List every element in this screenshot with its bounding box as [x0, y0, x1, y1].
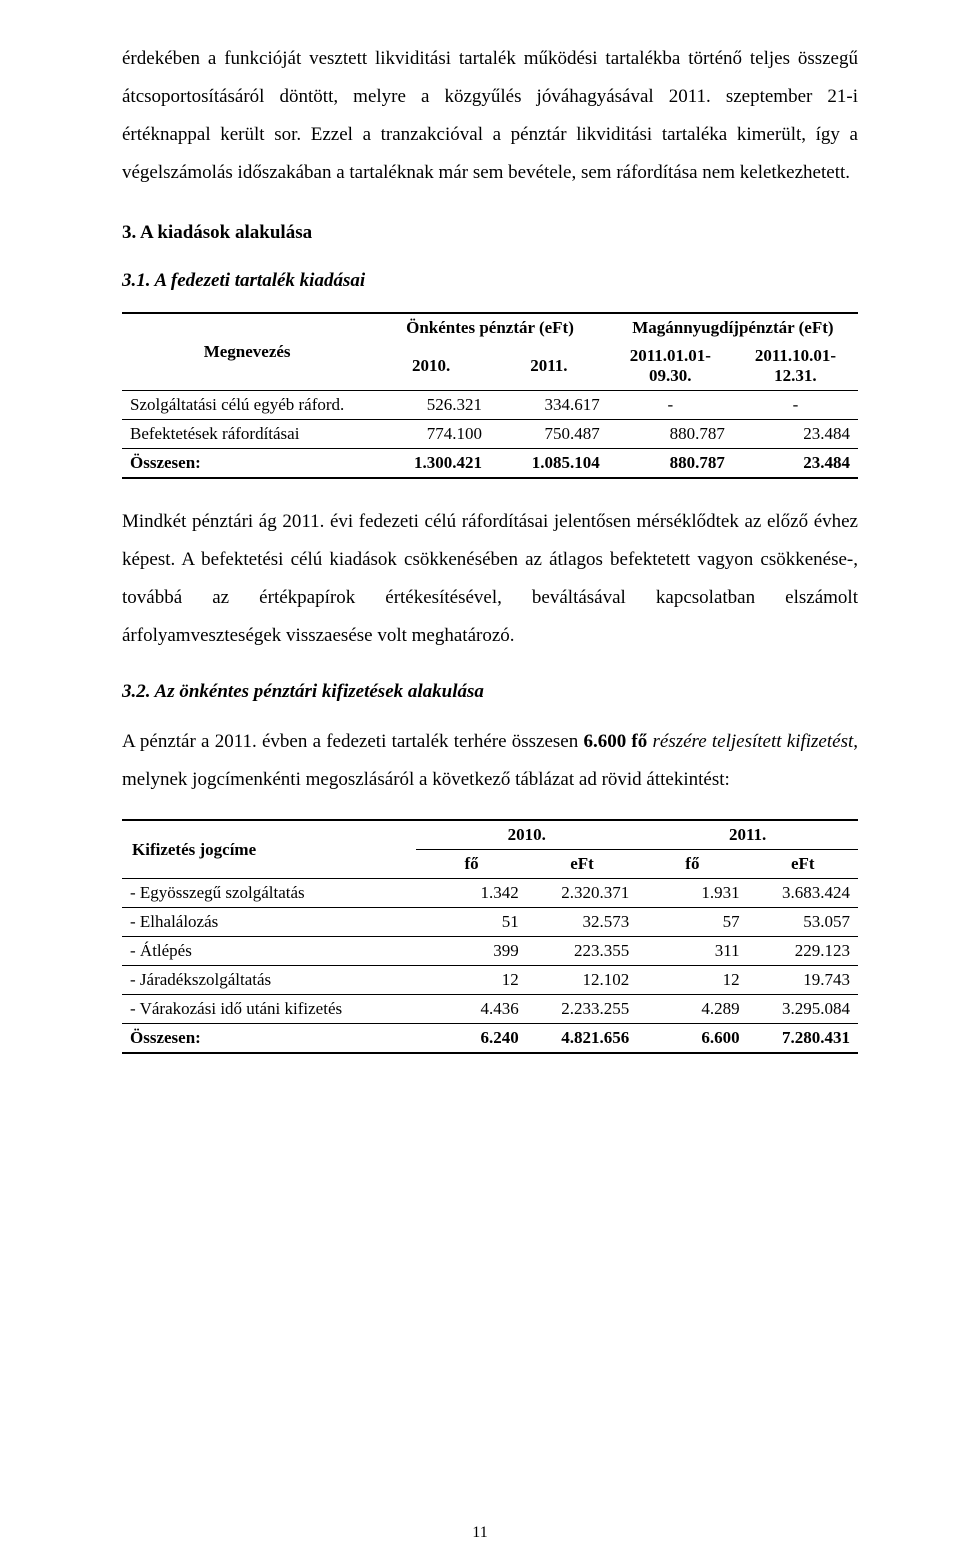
table2-row0-a: 1.342 — [416, 879, 526, 908]
table1-row0-d: - — [733, 391, 858, 420]
table1-row1-label: Befektetések ráfordításai — [122, 420, 372, 449]
table-row: - Egyösszegű szolgáltatás 1.342 2.320.37… — [122, 879, 858, 908]
table2-row3-b: 12.102 — [527, 966, 637, 995]
table2-row0-b: 2.320.371 — [527, 879, 637, 908]
table2-row3-d: 19.743 — [748, 966, 858, 995]
table1-sub-2011: 2011. — [490, 342, 608, 391]
table1-header-magan: Magánnyugdíjpénztár (eFt) — [608, 313, 858, 342]
page-container: érdekében a funkcióját vesztett likvidit… — [0, 0, 960, 1556]
heading-section-3-2: 3.2. Az önkéntes pénztári kifizetések al… — [122, 681, 858, 703]
table1-row1-d: 23.484 — [733, 420, 858, 449]
table2-total-a: 6.240 — [416, 1024, 526, 1054]
table1-total-label: Összesen: — [122, 449, 372, 479]
table2-sub-eft-2: eFt — [748, 850, 858, 879]
table2-total-label: Összesen: — [122, 1024, 416, 1054]
table2-row2-label: - Átlépés — [122, 937, 416, 966]
table1-row1-a: 774.100 — [372, 420, 490, 449]
table2-row0-label: - Egyösszegű szolgáltatás — [122, 879, 416, 908]
table-row: - Átlépés 399 223.355 311 229.123 — [122, 937, 858, 966]
paragraph-after-table1: Mindkét pénztári ág 2011. évi fedezeti c… — [122, 503, 858, 655]
table1-row0-b: 334.617 — [490, 391, 608, 420]
table2-row2-a: 399 — [416, 937, 526, 966]
table2-sub-fo-1: fő — [416, 850, 526, 879]
para3-italic: részére teljesített kifizetést — [647, 731, 853, 752]
table2-row3-c: 12 — [637, 966, 747, 995]
table-row: - Várakozási idő utáni kifizetés 4.436 2… — [122, 995, 858, 1024]
table-row: Szolgáltatási célú egyéb ráford. 526.321… — [122, 391, 858, 420]
table2-header-jogcim: Kifizetés jogcíme — [122, 820, 416, 879]
table2-header-2010: 2010. — [416, 820, 637, 850]
table2-row3-label: - Járadékszolgáltatás — [122, 966, 416, 995]
table1-sub-period2: 2011.10.01-12.31. — [733, 342, 858, 391]
table1-row0-a: 526.321 — [372, 391, 490, 420]
table1-total-a: 1.300.421 — [372, 449, 490, 479]
table-row: - Elhalálozás 51 32.573 57 53.057 — [122, 908, 858, 937]
para3-pre: A pénztár a 2011. évben a fedezeti tarta… — [122, 731, 583, 752]
para3-bold: 6.600 fő — [583, 731, 647, 752]
heading-section-3-1: 3.1. A fedezeti tartalék kiadásai — [122, 270, 858, 292]
table2-row4-a: 4.436 — [416, 995, 526, 1024]
heading-section-3: 3. A kiadások alakulása — [122, 222, 858, 244]
table-fedezeti-kiadasok: Megnevezés Önkéntes pénztár (eFt) Magánn… — [122, 312, 858, 479]
table2-row0-d: 3.683.424 — [748, 879, 858, 908]
table1-sub-2010: 2010. — [372, 342, 490, 391]
table2-row4-c: 4.289 — [637, 995, 747, 1024]
table-kifizetesek: Kifizetés jogcíme 2010. 2011. fő eFt fő … — [122, 819, 858, 1054]
table1-total-b: 1.085.104 — [490, 449, 608, 479]
table1-row1-c: 880.787 — [608, 420, 733, 449]
table1-row1-b: 750.487 — [490, 420, 608, 449]
table2-row1-d: 53.057 — [748, 908, 858, 937]
page-number: 11 — [0, 1524, 960, 1542]
table2-header-2011: 2011. — [637, 820, 858, 850]
table-row: - Járadékszolgáltatás 12 12.102 12 19.74… — [122, 966, 858, 995]
table1-header-onkentes: Önkéntes pénztár (eFt) — [372, 313, 608, 342]
table2-row3-a: 12 — [416, 966, 526, 995]
table2-total-c: 6.600 — [637, 1024, 747, 1054]
table2-row0-c: 1.931 — [637, 879, 747, 908]
table2-row1-b: 32.573 — [527, 908, 637, 937]
paragraph-before-table2: A pénztár a 2011. évben a fedezeti tarta… — [122, 723, 858, 799]
table1-sub-period1: 2011.01.01-09.30. — [608, 342, 733, 391]
table2-total-d: 7.280.431 — [748, 1024, 858, 1054]
table1-row0-label: Szolgáltatási célú egyéb ráford. — [122, 391, 372, 420]
paragraph-intro: érdekében a funkcióját vesztett likvidit… — [122, 40, 858, 192]
table2-row4-label: - Várakozási idő utáni kifizetés — [122, 995, 416, 1024]
table2-row1-a: 51 — [416, 908, 526, 937]
table2-row2-b: 223.355 — [527, 937, 637, 966]
table2-sub-eft-1: eFt — [527, 850, 637, 879]
table1-row0-c: - — [608, 391, 733, 420]
table1-total-row: Összesen: 1.300.421 1.085.104 880.787 23… — [122, 449, 858, 479]
table2-total-row: Összesen: 6.240 4.821.656 6.600 7.280.43… — [122, 1024, 858, 1054]
table2-row4-b: 2.233.255 — [527, 995, 637, 1024]
table1-total-d: 23.484 — [733, 449, 858, 479]
table-row: Befektetések ráfordításai 774.100 750.48… — [122, 420, 858, 449]
table1-header-megnevezes: Megnevezés — [122, 313, 372, 391]
table2-row2-d: 229.123 — [748, 937, 858, 966]
table2-row4-d: 3.295.084 — [748, 995, 858, 1024]
table2-row1-label: - Elhalálozás — [122, 908, 416, 937]
table1-total-c: 880.787 — [608, 449, 733, 479]
table2-row1-c: 57 — [637, 908, 747, 937]
table2-total-b: 4.821.656 — [527, 1024, 637, 1054]
table2-sub-fo-2: fő — [637, 850, 747, 879]
table2-row2-c: 311 — [637, 937, 747, 966]
